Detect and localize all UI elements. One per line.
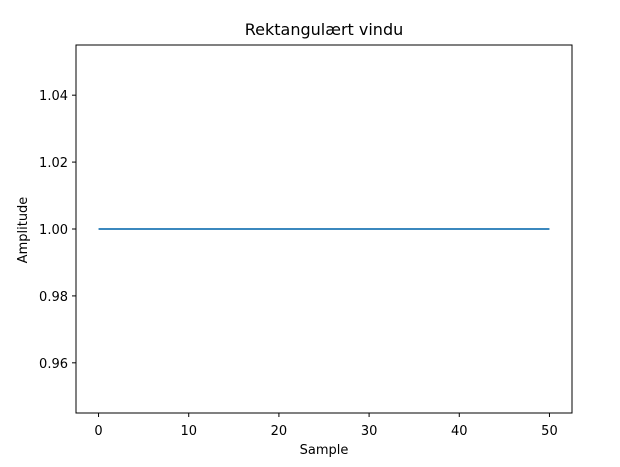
x-tick-label: 20 bbox=[271, 424, 288, 439]
y-axis: 0.96 0.98 1.00 1.02 1.04 bbox=[39, 89, 76, 372]
x-tick-label: 0 bbox=[94, 424, 102, 439]
y-tick-label: 1.02 bbox=[39, 156, 68, 171]
y-tick-label: 1.04 bbox=[39, 89, 68, 104]
chart-title: Rektangulært vindu bbox=[245, 20, 403, 39]
x-axis-label: Sample bbox=[300, 443, 349, 458]
y-tick-label: 0.98 bbox=[39, 290, 68, 305]
y-tick-label: 0.96 bbox=[39, 357, 68, 372]
x-axis: 0 10 20 30 40 50 bbox=[94, 413, 558, 439]
x-tick-label: 50 bbox=[541, 424, 558, 439]
x-tick-label: 40 bbox=[451, 424, 468, 439]
y-tick-label: 1.00 bbox=[39, 223, 68, 238]
x-tick-label: 10 bbox=[180, 424, 197, 439]
x-tick-label: 30 bbox=[361, 424, 378, 439]
y-axis-label: Amplitude bbox=[16, 197, 31, 264]
